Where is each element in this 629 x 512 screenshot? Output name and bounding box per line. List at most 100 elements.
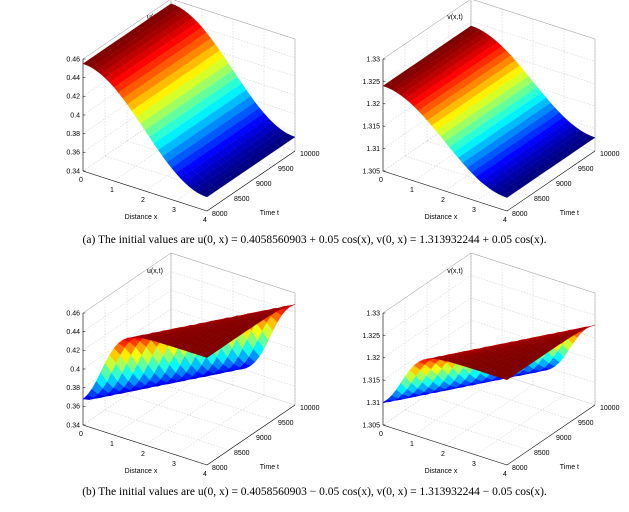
chart-v-b-zgrid	[382, 342, 596, 403]
chart-v-a-t-tick-label: 9500	[578, 166, 594, 173]
chart-u-b-x-tick-label: 1	[110, 441, 114, 448]
chart-u-a-svg: 0.34 0.36 0.38 0.4 0.42 0.44 0.46 0 1 2 3 4 8000 8500…	[66, 0, 320, 224]
chart-v-a-t-label: Time t	[560, 210, 579, 217]
chart-u-a-x-tick-label: 1	[110, 187, 114, 194]
chart-v-a-svg: 1.305 1.31 1.315 1.32 1.325 1.33 0 1 2 3 4 8000 8500…	[362, 0, 620, 224]
chart-u-b-x-tick-label: 0	[79, 431, 83, 438]
chart-u-a-zgrid	[82, 17, 296, 78]
chart-v-a-t-tick-label: 8000	[512, 211, 528, 218]
chart-v-b-t-tick-label: 10000	[600, 405, 620, 412]
chart-v-a-surface	[382, 25, 596, 198]
chart-u-b-tgrid-floor	[126, 394, 252, 436]
chart-v-a: 1.305 1.31 1.315 1.32 1.325 1.33 0 1 2 3 4 8000 8500…	[330, 0, 620, 224]
chart-v-b-z-tick-label: 1.305	[362, 422, 380, 429]
chart-u-b-box-top	[82, 252, 296, 405]
chart-u-b-z-tick-label: 0.46	[66, 310, 80, 317]
chart-u-b-t-tick-label: 8500	[234, 450, 250, 457]
chart-u-b-xgrid-floor	[175, 394, 265, 456]
chart-v-b-z-tick-label: 1.325	[362, 333, 380, 340]
chart-v-b-tgrid-floor	[404, 409, 530, 451]
chart-v-b-surface-patch	[584, 324, 596, 328]
chart-v-a-x-tick-label: 4	[503, 217, 507, 224]
chart-v-b-title: v(x,t)	[447, 268, 463, 275]
chart-v-a-zgrid	[382, 21, 596, 82]
chart-v-b-z-tick-label: 1.315	[362, 378, 380, 385]
chart-v-a-t-tick-label: 8500	[534, 196, 550, 203]
chart-v-b-xgrid-floor	[444, 384, 534, 446]
chart-u-b-surface-patch	[202, 351, 214, 358]
chart-u-b: 0.34 0.36 0.38 0.4 0.42 0.44 0.46 0 1 2 3 4 8000 8500…	[30, 252, 320, 478]
chart-u-b-x-tick-label: 3	[172, 461, 176, 468]
chart-v-b-z-tick-label: 1.31	[366, 400, 380, 407]
chart-u-a-x-tick-label: 4	[203, 217, 207, 224]
chart-u-b-xgrid-floor	[144, 384, 234, 446]
chart-u-b-zgrid	[82, 346, 296, 407]
chart-v-a-z-tick-label: 1.325	[362, 79, 380, 86]
chart-v-b-x-tick-label: 2	[441, 451, 445, 458]
chart-v-a-z-tick-label: 1.31	[366, 146, 380, 153]
chart-u-a-z-tick-label: 0.42	[66, 94, 80, 101]
chart-v-a-title: v(x,t)	[447, 14, 463, 21]
chart-u-b-z-tick-label: 0.36	[66, 404, 80, 411]
chart-u-a-zgrid	[82, 54, 296, 116]
chart-v-b-x-label: Distance x	[425, 468, 458, 475]
chart-v-b-zgrid	[382, 364, 596, 426]
chart-u-b-x-axis	[82, 424, 208, 466]
chart-v-a-t-axis	[506, 150, 596, 212]
chart-v-a-z-tick-label: 1.315	[362, 124, 380, 131]
chart-v-b-tgrid-floor	[426, 394, 552, 436]
chart-u-b-t-tick-label: 9500	[278, 420, 294, 427]
chart-v-a-z-tick-label: 1.32	[366, 101, 380, 108]
chart-v-a-x-tick-label: 3	[472, 207, 476, 214]
chart-v-b-t-tick-label: 9500	[578, 420, 594, 427]
chart-u-b-title: u(x,t)	[147, 268, 163, 275]
caption-a: (a) The initial values are u(0, x) = 0.4…	[82, 234, 547, 246]
chart-v-a-t-tick-label: 10000	[600, 151, 620, 158]
chart-v-b-t-tick-label: 9000	[556, 435, 572, 442]
chart-u-a-z-tick-label: 0.46	[66, 56, 80, 63]
chart-u-b-tgrid-floor	[104, 409, 230, 451]
chart-v-b-x-tick-label: 3	[472, 461, 476, 468]
chart-u-b-surface	[82, 304, 296, 400]
chart-u-a-surface	[82, 3, 296, 198]
chart-v-a-x-axis	[382, 170, 508, 212]
chart-u-a-x-axis	[82, 170, 208, 212]
chart-u-a-x-label: Distance x	[125, 214, 158, 221]
chart-v-a-surface-patch	[502, 191, 514, 198]
chart-u-b-t-tick-label: 9000	[256, 435, 272, 442]
chart-u-b-t-axis	[206, 404, 296, 466]
chart-u-a-box-top	[82, 0, 296, 151]
chart-v-a-z-tick-label: 1.305	[362, 168, 380, 175]
chart-v-b-t-tick-label: 8500	[534, 450, 550, 457]
chart-v-a-x-tick-label: 2	[441, 197, 445, 204]
chart-v-b-x-tick-label: 4	[503, 471, 507, 478]
chart-u-a-z-tick-label: 0.4	[70, 112, 80, 119]
chart-u-a-t-tick-label: 8500	[234, 196, 250, 203]
chart-v-a-zgrid	[382, 43, 596, 105]
chart-u-b-tgrid-floor	[148, 379, 274, 421]
chart-u-a-t-label: Time t	[260, 210, 279, 217]
chart-v-b-t-label: Time t	[560, 464, 579, 471]
chart-u-b-t-tick-label: 10000	[300, 405, 320, 412]
chart-u-a-t-tick-label: 8000	[212, 211, 228, 218]
chart-u-a-t-axis	[206, 150, 296, 212]
chart-u-b-zgrid	[82, 271, 296, 332]
chart-v-b-t-axis	[506, 404, 596, 466]
chart-v-b-x-axis	[382, 424, 508, 466]
chart-v-b-z-tick-label: 1.32	[366, 355, 380, 362]
chart-u-b-z-tick-label: 0.34	[66, 422, 80, 429]
chart-u-b-z-tick-label: 0.42	[66, 348, 80, 355]
chart-v-b-svg: 1.305 1.31 1.315 1.32 1.325 1.33 0 1 2 3 4 8000 8500…	[362, 252, 620, 478]
chart-u-b-x-tick-label: 2	[141, 451, 145, 458]
chart-u-a-t-tick-label: 10000	[300, 151, 320, 158]
chart-v-b-xgrid-floor	[475, 394, 565, 456]
chart-u-a-x-tick-label: 2	[141, 197, 145, 204]
chart-v-b: 1.305 1.31 1.315 1.32 1.325 1.33 0 1 2 3 4 8000 8500…	[330, 252, 620, 478]
chart-u-b-z-tick-label: 0.44	[66, 329, 80, 336]
caption-b: (b) The initial values are u(0, x) = 0.4…	[82, 486, 547, 498]
chart-v-b-z-tick-label: 1.33	[366, 310, 380, 317]
chart-u-a-x-tick-label: 0	[79, 177, 83, 184]
chart-v-b-x-tick-label: 1	[410, 441, 414, 448]
chart-u-a-t-tick-label: 9500	[278, 166, 294, 173]
chart-u-b-t-tick-label: 8000	[212, 465, 228, 472]
